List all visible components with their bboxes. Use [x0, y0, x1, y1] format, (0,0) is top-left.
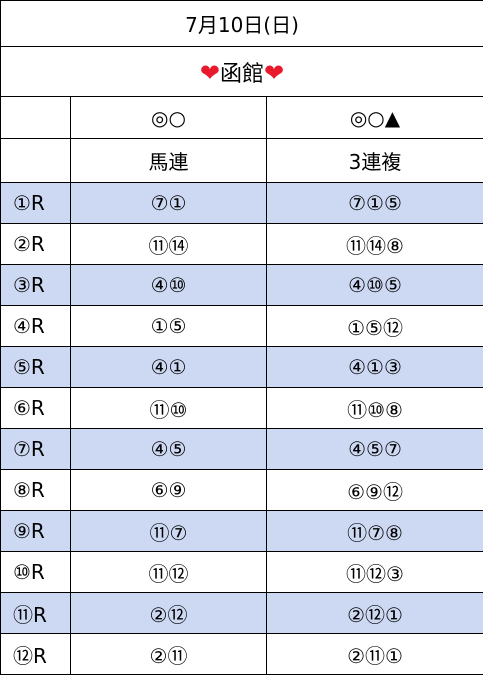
empty-header-cell: [0, 96, 71, 139]
bet-type-umaren: 馬連: [70, 138, 267, 183]
race-row: ⑦R ④⑤ ④⑤⑦: [0, 428, 483, 470]
sanrenpuku-pick: ①⑤⑫: [265, 305, 483, 347]
sanrenpuku-pick: ⑦①⑤: [265, 182, 483, 224]
bet-type-sanrenpuku: 3連複: [265, 138, 483, 183]
umaren-pick: ⑪⑭: [70, 223, 267, 265]
race-row: ⑩R ⑪⑫ ⑪⑫③: [0, 551, 483, 593]
race-row: ⑨R ⑪⑦ ⑪⑦⑧: [0, 510, 483, 552]
race-label: ③R: [0, 264, 71, 306]
race-label: ⑪R: [0, 592, 71, 634]
sanrenpuku-pick: ④⑩⑤: [265, 264, 483, 306]
empty-header-cell: [0, 138, 71, 183]
race-label: ⑫R: [0, 633, 71, 675]
umaren-pick: ①⑤: [70, 305, 267, 347]
race-label: ⑩R: [0, 551, 71, 593]
venue-row: ❤函館❤: [0, 46, 483, 97]
race-row: ⑤R ④① ④①③: [0, 346, 483, 388]
marks-umaren: ◎○: [70, 96, 267, 139]
sanrenpuku-pick: ⑥⑨⑫: [265, 469, 483, 511]
date-title: 7月10日(日): [0, 0, 483, 47]
umaren-pick: ②⑪: [70, 633, 267, 675]
marks-sanrenpuku: ◎○▲: [265, 96, 483, 139]
race-row: ⑧R ⑥⑨ ⑥⑨⑫: [0, 469, 483, 511]
race-row: ③R ④⑩ ④⑩⑤: [0, 264, 483, 306]
umaren-pick: ⑦①: [70, 182, 267, 224]
race-label: ②R: [0, 223, 71, 265]
sanrenpuku-pick: ④⑤⑦: [265, 428, 483, 470]
race-row: ①R ⑦① ⑦①⑤: [0, 182, 483, 224]
venue-cell: ❤函館❤: [0, 46, 483, 97]
race-row: ④R ①⑤ ①⑤⑫: [0, 305, 483, 347]
race-label: ⑦R: [0, 428, 71, 470]
race-label: ⑥R: [0, 387, 71, 429]
date-row: 7月10日(日): [0, 0, 483, 47]
race-label: ⑨R: [0, 510, 71, 552]
heart-right-icon: ❤: [264, 58, 285, 87]
race-label: ⑤R: [0, 346, 71, 388]
sanrenpuku-pick: ⑪⑦⑧: [265, 510, 483, 552]
venue-name: 函館: [220, 61, 265, 87]
heart-left-icon: ❤: [199, 58, 220, 87]
race-row: ②R ⑪⑭ ⑪⑭⑧: [0, 223, 483, 265]
race-label: ⑧R: [0, 469, 71, 511]
race-label: ①R: [0, 182, 71, 224]
sanrenpuku-pick: ④①③: [265, 346, 483, 388]
umaren-pick: ②⑫: [70, 592, 267, 634]
sanrenpuku-pick: ⑪⑭⑧: [265, 223, 483, 265]
umaren-pick: ⑥⑨: [70, 469, 267, 511]
sanrenpuku-pick: ②⑫①: [265, 592, 483, 634]
umaren-pick: ⑪⑫: [70, 551, 267, 593]
umaren-pick: ④①: [70, 346, 267, 388]
sanrenpuku-pick: ⑪⑫③: [265, 551, 483, 593]
umaren-pick: ④⑤: [70, 428, 267, 470]
umaren-pick: ④⑩: [70, 264, 267, 306]
marks-header-row: ◎○ ◎○▲: [0, 96, 483, 139]
race-row: ⑪R ②⑫ ②⑫①: [0, 592, 483, 634]
umaren-pick: ⑪⑩: [70, 387, 267, 429]
umaren-pick: ⑪⑦: [70, 510, 267, 552]
race-row: ⑥R ⑪⑩ ⑪⑩⑧: [0, 387, 483, 429]
race-row: ⑫R ②⑪ ②⑪①: [0, 633, 483, 675]
race-label: ④R: [0, 305, 71, 347]
sanrenpuku-pick: ⑪⑩⑧: [265, 387, 483, 429]
bet-type-header-row: 馬連 3連複: [0, 138, 483, 183]
sanrenpuku-pick: ②⑪①: [265, 633, 483, 675]
